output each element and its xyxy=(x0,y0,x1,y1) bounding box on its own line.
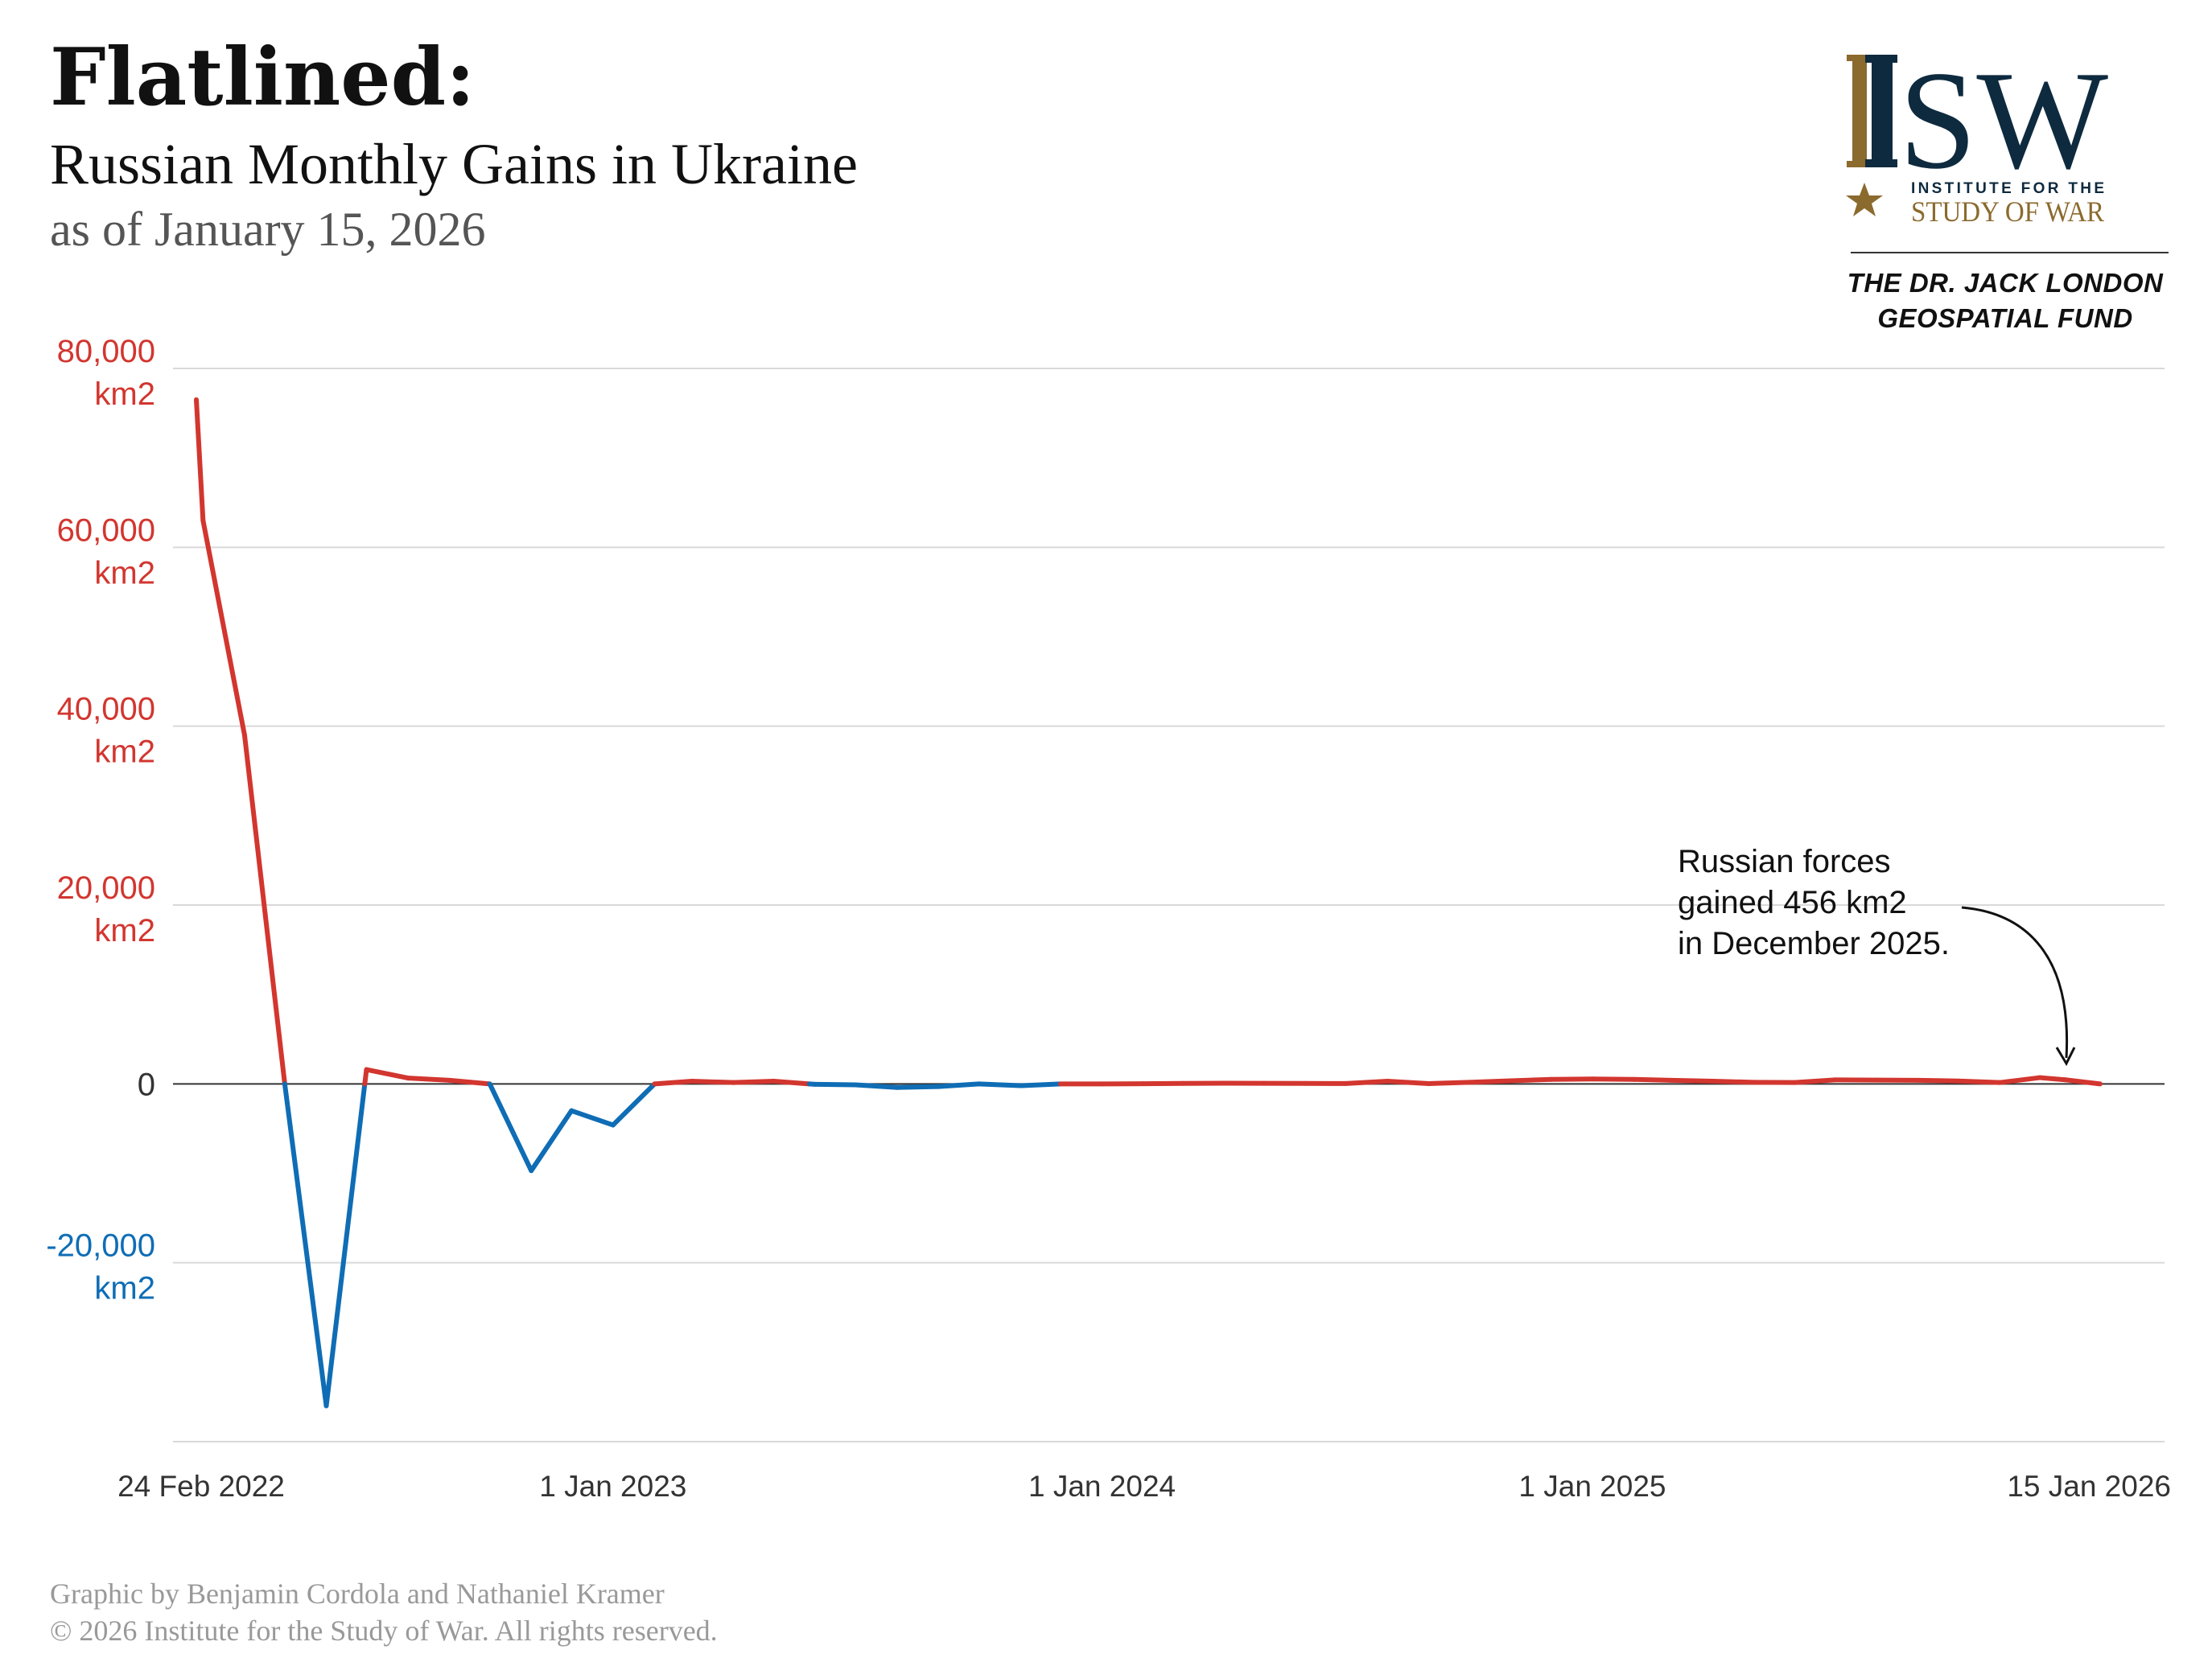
arrow-head-icon xyxy=(2055,1047,2076,1067)
logo-divider xyxy=(1851,252,2169,253)
fund-line1: THE DR. JACK LONDON xyxy=(1847,268,2164,298)
y-tick-label: 60,000 xyxy=(57,512,155,548)
gain-segment xyxy=(194,397,206,523)
y-axis-labels: 80,000 km2 60,000 km2 40,000 km2 20,000 km2 0 -20… xyxy=(46,334,155,1306)
loss-segment xyxy=(610,1081,657,1128)
gain-segment xyxy=(1955,1078,2003,1085)
y-tick-label: 20,000 xyxy=(57,870,155,906)
loss-segment xyxy=(323,1081,368,1409)
chart-subtitle: Russian Monthly Gains in Ukraine xyxy=(50,132,858,196)
svg-text:SW: SW xyxy=(1899,48,2108,198)
gain-segment xyxy=(1997,1075,2043,1085)
loss-segment xyxy=(853,1082,900,1090)
star-icon xyxy=(1846,183,1883,216)
loss-segment xyxy=(936,1081,982,1089)
gain-segment xyxy=(241,732,287,1087)
gain-segment xyxy=(200,517,247,738)
loss-segment xyxy=(976,1081,1023,1088)
loss-segment xyxy=(813,1081,859,1088)
isw-mark: SW xyxy=(1847,48,2108,198)
fund-label: THE DR. JACK LONDON GEOSPATIAL FUND xyxy=(1836,265,2174,336)
annotation-line3: in December 2025. xyxy=(1678,926,1950,961)
y-tick-unit: km2 xyxy=(94,1271,155,1306)
x-tick-label: 1 Jan 2023 xyxy=(539,1470,686,1503)
x-tick-label: 1 Jan 2025 xyxy=(1518,1470,1666,1503)
gain-segment xyxy=(771,1078,812,1087)
y-tick-unit: km2 xyxy=(94,376,155,412)
series-layer xyxy=(194,397,2103,1409)
y-tick-label: 0 xyxy=(138,1067,155,1102)
gain-segment xyxy=(1426,1080,1472,1086)
gain-segment xyxy=(1343,1078,1390,1086)
credits-line2: © 2026 Institute for the Study of War. A… xyxy=(50,1615,718,1647)
loss-segment xyxy=(569,1108,616,1128)
x-axis-labels: 24 Feb 2022 1 Jan 2023 1 Jan 2024 1 Jan 202… xyxy=(117,1470,2171,1503)
gain-segment xyxy=(447,1077,492,1087)
grid-layer xyxy=(173,368,2165,1442)
y-tick-label: -20,000 xyxy=(46,1228,155,1264)
gain-segment xyxy=(2037,1075,2068,1083)
x-tick-label: 24 Feb 2022 xyxy=(117,1470,285,1503)
y-tick-unit: km2 xyxy=(94,913,155,948)
gain-segment xyxy=(2062,1077,2103,1087)
logo-line2: STUDY OF WAR xyxy=(1911,195,2104,228)
gain-segment xyxy=(1915,1077,1961,1084)
x-tick-label: 15 Jan 2026 xyxy=(2007,1470,2171,1503)
x-tick-label: 1 Jan 2024 xyxy=(1028,1470,1176,1503)
isw-logo: SW INSTITUTE FOR THE STUDY OF WAR xyxy=(1846,48,2108,228)
annotation-line1: Russian forces xyxy=(1678,844,1891,879)
annotation-arrow-path xyxy=(1961,906,2069,1059)
gain-segment xyxy=(1385,1078,1431,1086)
gain-segment xyxy=(1548,1076,1595,1082)
annotation-arrow xyxy=(1961,906,2076,1067)
loss-segment xyxy=(894,1084,941,1090)
y-tick-unit: km2 xyxy=(94,555,155,590)
credits-line1: Graphic by Benjamin Cordola and Nathanie… xyxy=(50,1578,665,1610)
gain-segment xyxy=(1792,1077,1838,1085)
gain-segment xyxy=(1669,1077,1716,1084)
logo-line1: INSTITUTE FOR THE xyxy=(1911,180,2104,197)
gain-segment xyxy=(652,1078,695,1087)
chart-date: as of January 15, 2026 xyxy=(50,203,486,256)
y-tick-label: 80,000 xyxy=(57,334,155,369)
annotation-line2: gained 456 km2 xyxy=(1678,885,1907,920)
gain-segment xyxy=(690,1078,736,1085)
gain-segment xyxy=(1710,1078,1756,1085)
credits: Graphic by Benjamin Cordola and Nathanie… xyxy=(50,1575,718,1649)
gain-segment xyxy=(1508,1076,1554,1084)
annotation-text: Russian forces gained 456 km2 in Decembe… xyxy=(1678,841,1950,965)
gain-segment xyxy=(406,1076,452,1083)
loss-segment xyxy=(487,1081,534,1174)
loss-segment xyxy=(529,1108,575,1174)
loss-segment xyxy=(282,1081,329,1409)
y-tick-label: 40,000 xyxy=(57,692,155,727)
gain-segment xyxy=(1589,1076,1637,1082)
loss-segment xyxy=(1017,1081,1063,1088)
gain-segment xyxy=(731,1078,776,1085)
gain-segment xyxy=(1466,1078,1514,1085)
fund-line2: GEOSPATIAL FUND xyxy=(1877,303,2133,333)
y-tick-unit: km2 xyxy=(94,734,155,770)
chart-title: Flatlined: xyxy=(50,31,476,124)
gain-segment xyxy=(364,1067,411,1081)
